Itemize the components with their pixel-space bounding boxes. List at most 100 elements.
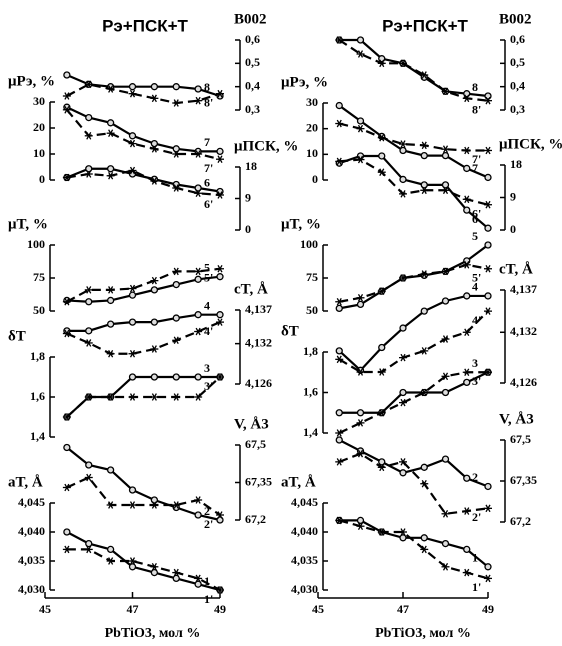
asterisk-stroke [357,50,364,58]
asterisk-marker [106,286,115,294]
circle-marker [484,292,492,300]
asterisk-stroke [64,106,70,114]
asterisk-stroke [108,85,114,93]
asterisk-stroke [357,419,364,427]
circle-marker [399,175,407,184]
asterisk-stroke [357,155,364,164]
asterisk-marker [172,267,181,276]
series-label: 4 [204,298,210,312]
asterisk-marker [377,408,386,417]
asterisk-marker [462,368,471,377]
y-tick-label: 18 [510,157,522,171]
asterisk-marker [84,286,93,294]
asterisk-marker [441,87,450,96]
series-line [338,104,489,179]
y-tick-label: 4,126 [245,376,272,390]
circle-marker [128,486,137,494]
asterisk-marker [420,270,429,278]
x-tick-label: 45 [312,602,324,616]
asterisk-stroke [464,146,470,155]
y-tick-label: 4,030 [291,582,318,596]
circle-marker [378,152,386,160]
asterisk-stroke [442,186,449,195]
asterisk-stroke [64,545,70,554]
series-line [66,446,221,522]
y-tick-label: 0,6 [510,32,525,46]
circle-marker [216,147,224,156]
asterisk-stroke [195,327,201,336]
y-axis-title: μРэ, % [281,74,328,90]
circle-marker [216,187,224,196]
circle-marker [356,117,365,125]
series-label: 5' [472,271,481,285]
asterisk-marker [84,80,93,89]
asterisk-marker [420,545,429,554]
asterisk-marker [150,276,159,285]
asterisk-marker [441,510,450,518]
asterisk-marker [356,124,365,133]
asterisk-stroke [64,413,70,421]
y-tick-label: 0 [510,222,516,236]
y-tick-label: 0,3 [510,102,525,116]
series-label: 3' [472,374,481,388]
x-tick-label: 49 [214,602,226,616]
y-tick-label: 0,5 [510,55,525,69]
series-label: 2 [204,504,210,518]
circle-marker [85,461,93,469]
y-tick-label: 67,2 [245,512,266,526]
asterisk-stroke [129,501,136,509]
asterisk-marker [172,99,181,107]
asterisk-marker [194,267,203,276]
circle-marker [335,436,343,444]
asterisk-stroke [421,186,427,195]
asterisk-stroke [336,458,342,466]
asterisk-stroke [86,80,92,89]
asterisk-marker [377,463,386,472]
circle-marker [106,296,115,305]
series-line [339,38,489,98]
asterisk-stroke [129,557,136,565]
asterisk-marker [399,398,407,407]
circle-marker [335,347,343,355]
asterisk-stroke [64,92,70,100]
asterisk-marker [420,71,429,79]
asterisk-marker [399,458,407,466]
asterisk-marker [335,458,344,466]
asterisk-stroke [217,191,223,199]
asterisk-stroke [108,349,114,358]
asterisk-stroke [173,501,179,509]
asterisk-stroke [357,124,364,133]
y-axis-title: aT, Å [8,474,43,490]
asterisk-marker [462,328,471,337]
asterisk-stroke [173,568,179,577]
circle-marker [484,173,492,182]
asterisk-stroke [485,504,491,513]
circle-marker [484,241,492,249]
asterisk-stroke [400,140,406,148]
asterisk-marker [462,195,471,204]
asterisk-stroke [86,545,92,554]
series-label: 1' [204,592,213,606]
y-tick-label: 9 [510,189,516,203]
asterisk-stroke [173,336,179,345]
series-label: 3 [204,361,210,375]
asterisk-marker [399,353,407,362]
asterisk-stroke [151,501,157,509]
asterisk-stroke [442,267,449,276]
asterisk-stroke [400,190,406,198]
asterisk-stroke [173,184,179,192]
asterisk-marker [128,393,137,401]
asterisk-marker [128,139,137,148]
circle-marker [441,388,450,397]
asterisk-marker [462,261,471,269]
asterisk-marker [172,150,181,158]
series-label: 8 [204,80,210,94]
circle-marker [150,286,159,294]
asterisk-stroke [442,335,449,343]
y-axis-title: μT, % [8,216,48,232]
circle-marker [106,165,115,173]
circle-marker [463,545,471,554]
circle-marker [85,113,93,122]
asterisk-marker [484,264,492,273]
circle-marker [420,151,428,160]
